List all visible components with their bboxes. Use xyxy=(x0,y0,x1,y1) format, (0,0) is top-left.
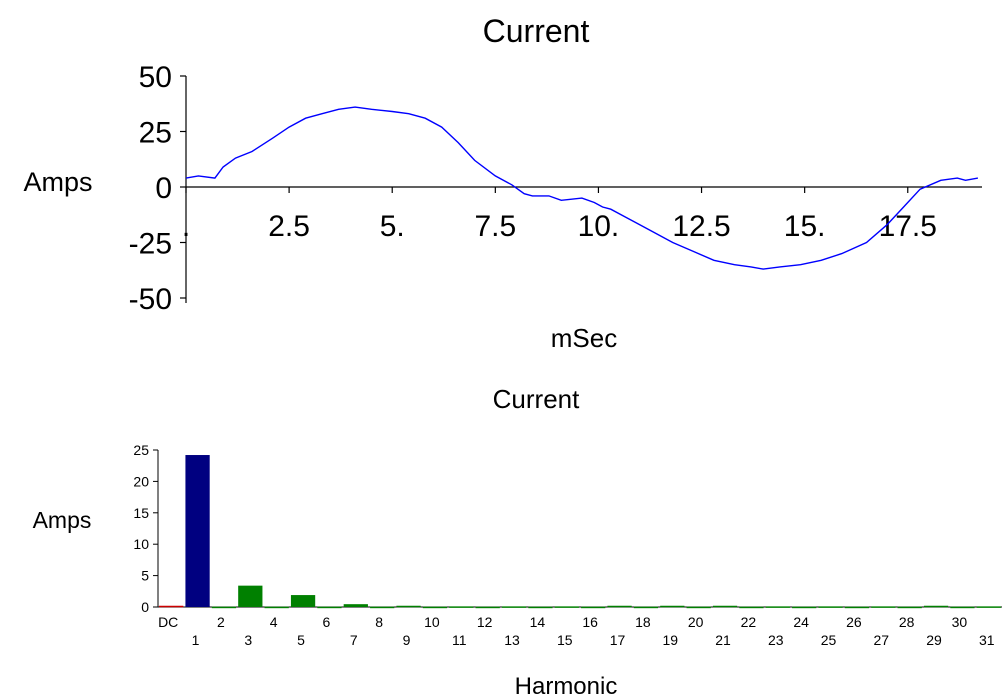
waveform-x-tick-label: . xyxy=(182,210,190,243)
spectrum-y-tick-label: 25 xyxy=(133,442,149,458)
spectrum-x-axis-label: Harmonic xyxy=(515,673,618,700)
waveform-x-tick-label: 10. xyxy=(578,210,620,243)
harmonic-x-tick-label: 31 xyxy=(979,632,995,648)
harmonic-x-tick-label: 14 xyxy=(530,614,546,630)
harmonic-x-tick-label: 16 xyxy=(582,614,598,630)
spectrum-y-tick-label: 0 xyxy=(141,599,149,615)
harmonic-x-tick-label: 12 xyxy=(477,614,493,630)
waveform-y-tick-label: -25 xyxy=(129,228,172,261)
harmonic-x-tick-label: 9 xyxy=(403,632,411,648)
harmonic-x-tick-label: 11 xyxy=(452,632,467,648)
harmonic-x-tick-label: 10 xyxy=(424,614,440,630)
spectrum-y-tick-label: 10 xyxy=(133,536,149,552)
harmonic-bar xyxy=(449,606,474,608)
waveform-x-tick-label: 5. xyxy=(380,210,405,243)
harmonic-bar xyxy=(792,606,817,609)
harmonic-x-tick-label: 25 xyxy=(821,632,837,648)
waveform-x-tick-label: 17.5 xyxy=(879,210,937,243)
harmonic-bar xyxy=(712,605,738,608)
waveform-x-ticks: . 2.5 5. 7.5 10. 12.5 15. 17.5 xyxy=(182,187,937,243)
harmonic-bar xyxy=(211,606,237,609)
harmonic-x-tick-label: 7 xyxy=(350,632,358,648)
harmonic-bar xyxy=(475,606,500,609)
harmonic-bar xyxy=(897,606,922,609)
waveform-x-axis-label: mSec xyxy=(551,323,617,353)
waveform-x-tick-label: 12.5 xyxy=(672,210,730,243)
waveform-x-tick-label: 7.5 xyxy=(474,210,516,243)
harmonic-bar xyxy=(633,606,659,609)
harmonic-bar xyxy=(370,606,395,609)
harmonic-x-tick-label: 26 xyxy=(846,614,862,630)
harmonic-bar xyxy=(607,605,632,608)
harmonic-bar xyxy=(501,606,527,608)
harmonic-x-tick-label: 27 xyxy=(874,632,890,648)
harmonic-bar xyxy=(844,606,870,609)
harmonic-bar xyxy=(923,605,949,608)
harmonic-x-tick-label: 17 xyxy=(610,632,626,648)
waveform-y-tick-label: 0 xyxy=(155,172,172,205)
harmonic-x-tick-label: 8 xyxy=(375,614,383,630)
harmonic-x-tick-label: 4 xyxy=(270,614,278,630)
harmonic-x-tick-label: 1 xyxy=(192,632,200,648)
spectrum-x-ticks: DC12345678910111213141516171819202122232… xyxy=(158,614,995,648)
harmonic-x-tick-label: 13 xyxy=(504,632,520,648)
harmonic-x-tick-label: 30 xyxy=(952,614,968,630)
harmonic-x-tick-label: DC xyxy=(158,614,178,630)
harmonic-bar xyxy=(264,606,289,609)
spectrum-y-tick-label: 15 xyxy=(133,505,149,521)
spectrum-y-ticks: 0 5 10 15 20 25 xyxy=(133,442,158,615)
harmonic-bar xyxy=(818,606,843,608)
harmonic-x-tick-label: 18 xyxy=(635,614,651,630)
spectrum-y-tick-label: 20 xyxy=(133,473,149,489)
waveform-title: Current xyxy=(483,13,590,49)
waveform-y-tick-label: 25 xyxy=(139,117,172,150)
harmonic-bar xyxy=(950,606,975,609)
spectrum-bars xyxy=(159,455,1001,609)
harmonic-bar xyxy=(238,585,263,607)
harmonic-bar xyxy=(317,606,342,609)
waveform-y-tick-label: -50 xyxy=(129,283,172,316)
harmonic-bar xyxy=(185,455,210,607)
harmonic-x-tick-label: 21 xyxy=(715,632,731,648)
harmonic-x-tick-label: 23 xyxy=(768,632,784,648)
harmonic-bar xyxy=(159,605,184,608)
harmonic-bar xyxy=(871,606,896,608)
harmonic-x-tick-label: 28 xyxy=(899,614,915,630)
harmonic-x-tick-label: 5 xyxy=(297,632,305,648)
harmonic-bar xyxy=(422,606,448,609)
harmonic-x-tick-label: 29 xyxy=(926,632,942,648)
harmonic-bar xyxy=(581,606,606,609)
spectrum-title: Current xyxy=(493,384,580,414)
waveform-chart: Current Amps mSec 50 25 0 -25 -50 . 2.5 5. 7.5 1… xyxy=(23,13,982,353)
spectrum-y-axis-label: Amps xyxy=(33,507,92,533)
harmonic-bar xyxy=(396,605,421,608)
waveform-y-ticks: 50 25 0 -25 -50 xyxy=(129,61,186,316)
harmonic-bar xyxy=(660,605,685,608)
harmonic-bar xyxy=(290,595,316,607)
harmonic-x-tick-label: 24 xyxy=(793,614,809,630)
harmonic-bar xyxy=(554,606,579,608)
harmonic-bar xyxy=(739,606,764,609)
waveform-x-tick-label: 15. xyxy=(784,210,826,243)
harmonic-bar xyxy=(528,606,553,609)
spectrum-y-tick-label: 5 xyxy=(141,568,149,584)
harmonic-x-tick-label: 20 xyxy=(688,614,704,630)
harmonic-x-tick-label: 6 xyxy=(323,614,331,630)
harmonic-x-tick-label: 22 xyxy=(741,614,757,630)
harmonic-bar xyxy=(686,606,711,609)
harmonic-x-tick-label: 2 xyxy=(217,614,225,630)
harmonic-x-tick-label: 3 xyxy=(244,632,252,648)
harmonic-bar xyxy=(976,606,1001,608)
waveform-y-tick-label: 50 xyxy=(139,61,172,94)
harmonic-bar xyxy=(765,606,790,608)
waveform-y-axis-label: Amps xyxy=(23,167,92,197)
harmonic-x-tick-label: 15 xyxy=(557,632,573,648)
current-waveform-line xyxy=(185,106,979,270)
harmonic-x-tick-label: 19 xyxy=(663,632,679,648)
harmonic-bar xyxy=(343,604,368,607)
waveform-x-tick-label: 2.5 xyxy=(268,210,310,243)
